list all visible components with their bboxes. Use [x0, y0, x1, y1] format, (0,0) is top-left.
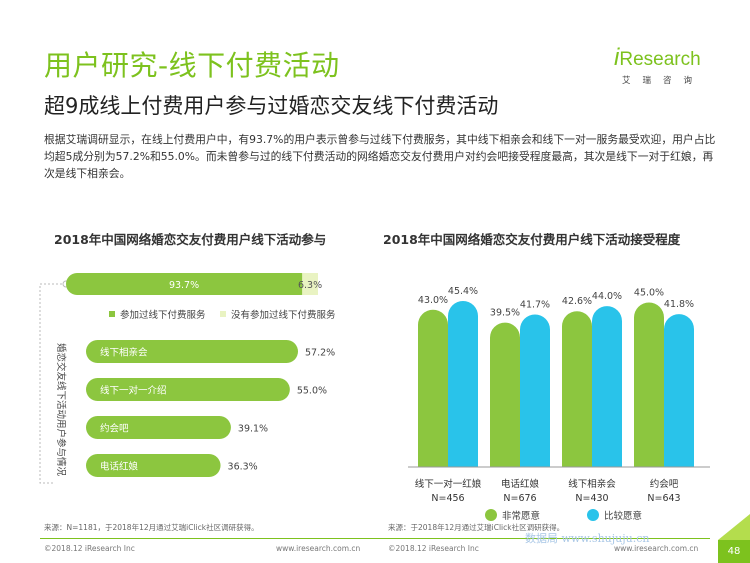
page-number: 48: [718, 540, 750, 563]
legend-label-not-participated: 没有参加过线下付费服务: [231, 309, 336, 321]
acceptance-category-note: N=456: [431, 493, 464, 504]
split-bar-participated: [66, 273, 313, 295]
watermark: 数据局 www.shujuju.cn: [525, 532, 650, 545]
acceptance-bar: [664, 314, 694, 467]
acceptance-category-label: 线下相亲会: [568, 478, 616, 490]
bracket-connector: [39, 283, 66, 484]
footer-rule: [40, 538, 710, 539]
participation-bar: [86, 416, 231, 439]
split-label-not-participated: 6.3%: [298, 280, 322, 291]
acceptance-bar-value: 42.6%: [562, 296, 592, 307]
participation-chart: 婚恋交友线下活动用户参与情况 93.7% 6.3% 参加过线下付费服务 没有参加…: [39, 273, 336, 484]
participation-bar-category: 约会吧: [100, 423, 129, 435]
acceptance-bar-value: 39.5%: [490, 308, 520, 319]
left-chart-title: 2018年中国网络婚恋交友付费用户线下活动参与: [54, 232, 327, 247]
acceptance-bar: [592, 306, 622, 467]
participation-bar-category: 线下一对一介绍: [100, 385, 167, 397]
acceptance-category-note: N=676: [503, 493, 536, 504]
acceptance-bar: [490, 322, 520, 467]
participation-bar: [86, 454, 221, 477]
acceptance-bar: [562, 311, 592, 467]
acceptance-bar-value: 43.0%: [418, 295, 448, 306]
acceptance-category-label: 约会吧: [650, 478, 679, 490]
page-subtitle: 超9成线上付费用户参与过婚恋交友线下付费活动: [44, 94, 499, 118]
participation-bar-value: 36.3%: [228, 462, 258, 473]
intro-paragraph: 根据艾瑞调研显示，在线上付费用户中，有93.7%的用户表示曾参与过线下付费服务，…: [44, 133, 716, 180]
footer-url-left: www.iresearch.com.cn: [276, 544, 361, 553]
acceptance-bar-value: 41.7%: [520, 300, 550, 311]
acceptance-category-label: 线下一对一红娘: [415, 478, 482, 490]
legend-swatch-participated: [109, 311, 115, 317]
participation-bar-category: 电话红娘: [100, 461, 139, 473]
acceptance-bar: [634, 302, 664, 467]
split-label-participated: 93.7%: [169, 280, 199, 291]
footer-copyright-left: ©2018.12 iResearch Inc: [44, 544, 135, 553]
acceptance-bar-value: 41.8%: [664, 299, 694, 310]
acceptance-category-label: 电话红娘: [501, 478, 540, 490]
participation-bar-value: 55.0%: [297, 386, 327, 397]
corner-accent: [718, 514, 750, 540]
left-source-note: 来源：N=1181，于2018年12月通过艾瑞iClick社区调研获得。: [44, 523, 259, 532]
participation-bar-category: 线下相亲会: [100, 347, 148, 359]
acceptance-bar-value: 45.4%: [448, 286, 478, 297]
legend-label-fairly-willing: 比较愿意: [604, 510, 642, 522]
acceptance-chart: 43.0%45.4% 线下一对一红娘 N=456 39.5%41.7% 电话红娘 N=67…: [408, 286, 710, 522]
footer-url-right: www.iresearch.com.cn: [614, 544, 699, 553]
right-source-note: 来源：于2018年12月通过艾瑞iClick社区调研获得。: [388, 523, 565, 532]
acceptance-category-note: N=643: [647, 493, 680, 504]
split-bar-not-participated: [302, 273, 318, 295]
acceptance-bar-value: 44.0%: [592, 291, 622, 302]
participation-bar: [86, 378, 290, 401]
right-chart-title: 2018年中国网络婚恋交友付费用户线下活动接受程度: [383, 232, 681, 247]
left-y-axis-label: 婚恋交友线下活动用户参与情况: [55, 343, 67, 477]
legend-swatch-very-willing: [485, 509, 497, 521]
legend-label-very-willing: 非常愿意: [502, 510, 540, 522]
acceptance-bar: [520, 314, 550, 467]
participation-bar-value: 57.2%: [305, 348, 335, 359]
legend-label-participated: 参加过线下付费服务: [120, 309, 206, 321]
participation-bar-value: 39.1%: [238, 424, 268, 435]
logo-text: Research: [619, 49, 701, 70]
page-title: 用户研究-线下付费活动: [44, 49, 340, 82]
logo-subtitle: 艾瑞咨询: [622, 76, 705, 86]
logo-mark: i: [614, 44, 620, 71]
acceptance-bar: [418, 309, 448, 467]
participation-bar: [86, 340, 298, 363]
footer-copyright-right: ©2018.12 iResearch Inc: [388, 544, 479, 553]
acceptance-category-note: N=430: [575, 493, 608, 504]
legend-swatch-fairly-willing: [587, 509, 599, 521]
acceptance-bar-value: 45.0%: [634, 287, 664, 298]
legend-swatch-not-participated: [220, 311, 226, 317]
iresearch-logo: iResearch 艾瑞咨询: [614, 44, 724, 92]
acceptance-bar: [448, 301, 478, 467]
